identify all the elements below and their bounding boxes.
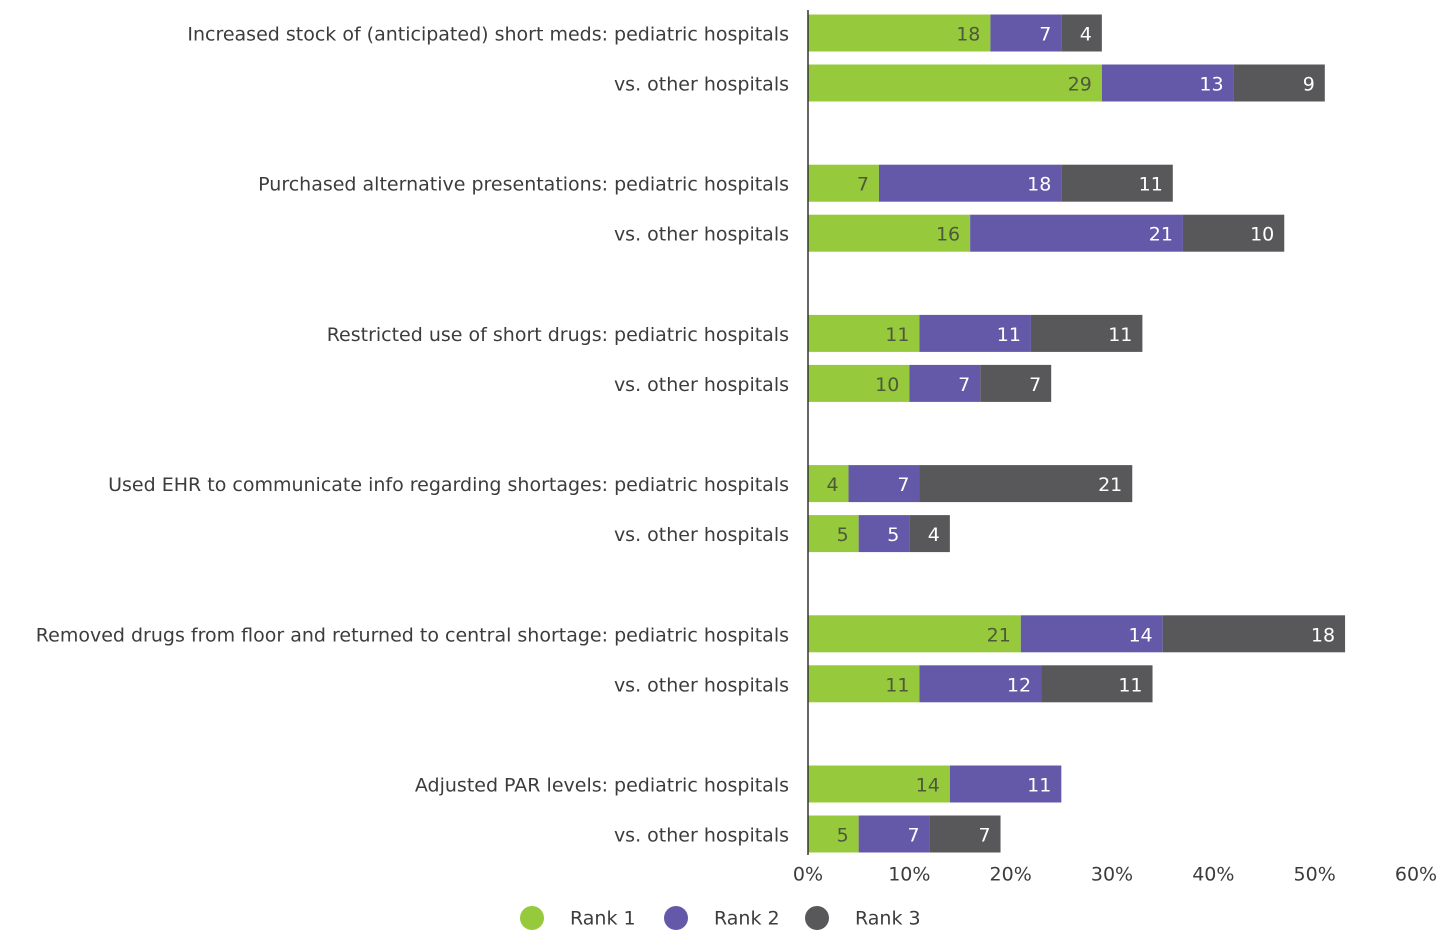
bar-segment: [808, 164, 879, 202]
value-label: 7: [978, 825, 990, 847]
value-label: 7: [958, 374, 970, 396]
legend-label: Rank 2: [714, 908, 780, 930]
category-label: Used EHR to communicate info regarding s…: [108, 474, 789, 496]
bar-segment: [858, 815, 930, 853]
bar-segment: [808, 665, 920, 703]
x-tick-label: 30%: [1091, 864, 1133, 886]
value-label: 9: [1303, 74, 1315, 96]
bar-segment: [808, 765, 950, 803]
value-label: 13: [1199, 74, 1223, 96]
value-label: 4: [1080, 24, 1092, 46]
bar-segment: [1233, 64, 1325, 102]
legend-marker: [805, 906, 829, 930]
bar-segment: [990, 14, 1062, 52]
legend-label: Rank 1: [570, 908, 636, 930]
value-label: 29: [1068, 74, 1092, 96]
category-label: vs. other hospitals: [614, 524, 789, 546]
bar-segment: [970, 214, 1183, 252]
value-label: 11: [885, 674, 909, 696]
bar-segment: [909, 364, 981, 402]
bar-segment: [808, 314, 920, 352]
category-label: Removed drugs from floor and returned to…: [36, 624, 789, 646]
value-label: 5: [887, 524, 899, 546]
value-label: 7: [908, 825, 920, 847]
category-label: vs. other hospitals: [614, 825, 789, 847]
value-label: 16: [936, 224, 960, 246]
bar-segment: [808, 364, 910, 402]
bar-segment: [808, 615, 1021, 653]
category-label: vs. other hospitals: [614, 224, 789, 246]
bar-segment: [919, 314, 1031, 352]
value-label: 21: [987, 624, 1011, 646]
category-label: Purchased alternative presentations: ped…: [258, 174, 789, 196]
x-tick-label: 60%: [1395, 864, 1437, 886]
bar-segment: [878, 164, 1062, 202]
bar-segment: [808, 14, 991, 52]
bar-segment: [1041, 665, 1153, 703]
legend-label: Rank 3: [855, 908, 921, 930]
value-label: 18: [1311, 624, 1335, 646]
category-label: Adjusted PAR levels: pediatric hospitals: [415, 775, 789, 797]
category-label: vs. other hospitals: [614, 74, 789, 96]
bar-segment: [808, 214, 971, 252]
value-label: 4: [928, 524, 940, 546]
value-label: 5: [837, 825, 849, 847]
value-label: 21: [1098, 474, 1122, 496]
category-label: Restricted use of short drugs: pediatric…: [327, 324, 789, 346]
value-label: 11: [1027, 775, 1051, 797]
bar-segment: [1182, 214, 1285, 252]
category-label: vs. other hospitals: [614, 674, 789, 696]
value-label: 14: [1128, 624, 1152, 646]
bar-segment: [808, 815, 859, 853]
value-label: 11: [997, 324, 1021, 346]
bar-segment: [929, 815, 1001, 853]
bar-segment: [1162, 615, 1346, 653]
x-tick-label: 0%: [793, 864, 823, 886]
value-label: 10: [1250, 224, 1274, 246]
value-label: 5: [837, 524, 849, 546]
value-label: 10: [875, 374, 899, 396]
value-label: 11: [1118, 674, 1142, 696]
bar-segment: [808, 465, 849, 503]
value-label: 18: [1027, 174, 1051, 196]
bar-segment: [1101, 64, 1234, 102]
bar-segment: [848, 465, 920, 503]
bar-segment: [1061, 164, 1173, 202]
value-label: 4: [826, 474, 838, 496]
bar-segment: [1020, 615, 1163, 653]
bar-segment: [980, 364, 1052, 402]
value-label: 12: [1007, 674, 1031, 696]
value-label: 7: [857, 174, 869, 196]
x-tick-label: 40%: [1192, 864, 1234, 886]
legend-marker: [664, 906, 688, 930]
value-label: 11: [885, 324, 909, 346]
bar-segment: [858, 515, 910, 553]
value-label: 21: [1149, 224, 1173, 246]
bar-segment: [1061, 14, 1102, 52]
category-label: Increased stock of (anticipated) short m…: [187, 24, 789, 46]
legend-marker: [520, 906, 544, 930]
value-label: 7: [1029, 374, 1041, 396]
bar-segment: [919, 665, 1042, 703]
value-label: 7: [1039, 24, 1051, 46]
value-label: 11: [1139, 174, 1163, 196]
x-tick-label: 20%: [990, 864, 1032, 886]
value-label: 14: [916, 775, 940, 797]
category-label: vs. other hospitals: [614, 374, 789, 396]
bar-segment: [1030, 314, 1143, 352]
bar-segment: [909, 515, 950, 553]
x-tick-label: 50%: [1294, 864, 1336, 886]
bar-segment: [919, 465, 1133, 503]
bar-segment: [808, 515, 859, 553]
value-label: 7: [897, 474, 909, 496]
value-label: 18: [956, 24, 980, 46]
bar-segment: [949, 765, 1062, 803]
x-tick-label: 10%: [888, 864, 930, 886]
bar-segment: [808, 64, 1102, 102]
value-label: 11: [1108, 324, 1132, 346]
